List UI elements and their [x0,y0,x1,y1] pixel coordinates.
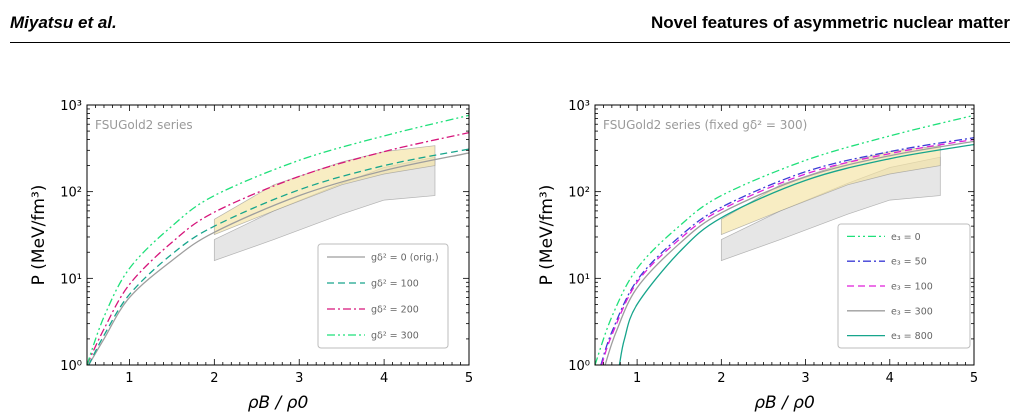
series-line-2 [601,138,974,365]
y-axis-label: P (MeV/fm³) [29,185,49,286]
x-axis-label: ρB / ρ0 [248,393,309,413]
y-tick-label: 10² [568,186,590,201]
series-line-1 [600,137,974,365]
x-axis-label: ρB / ρ0 [754,393,815,413]
legend-label: gδ² = 200 [371,305,419,316]
x-tick-label: 5 [465,371,473,386]
series-line-1 [88,148,469,365]
x-tick-label: 2 [717,371,725,386]
legend-label: e₃ = 100 [891,282,933,293]
legend-label: e₃ = 50 [891,257,927,268]
plot-area [87,114,469,365]
constraint-band-1 [720,145,941,236]
plot-frame [86,104,470,366]
series-line-4 [618,143,974,365]
header-rule [10,42,1010,43]
legend-label: e₃ = 0 [891,232,921,243]
chart-annotation: FSUGold2 series (fixed gδ² = 300) [603,118,807,132]
x-tick-label: 3 [295,371,303,386]
x-tick-label: 3 [801,371,809,386]
x-tick-label: 4 [380,371,388,386]
plot-area [595,114,974,365]
x-tick-label: 1 [125,371,133,386]
legend-box [317,243,449,349]
y-tick-label: 10¹ [568,272,590,287]
series-line-3 [87,114,469,365]
legend: e₃ = 0 e₃ = 50 e₃ = 100 e₃ = 300 e₃ = 800 [837,223,971,349]
y-tick-label: 10⁰ [60,359,82,374]
x-tick-label: 4 [886,371,894,386]
legend: gδ² = 0 (orig.) gδ² = 100 gδ² = 200 gδ² = 3… [317,243,449,349]
legend-box [837,223,971,349]
y-tick-label: 10³ [60,99,82,114]
chart-annotation: FSUGold2 series [95,118,193,132]
series-line-3 [604,140,974,365]
legend-label: gδ² = 0 (orig.) [371,253,439,264]
author-header: Miyatsu et al. [10,13,117,32]
legend-label: gδ² = 100 [371,279,419,290]
legend-label: gδ² = 300 [371,331,419,342]
plot-frame [594,104,975,366]
legend-label: e₃ = 300 [891,306,933,317]
y-axis-label: P (MeV/fm³) [537,185,557,286]
series-line-0 [88,152,469,365]
x-tick-label: 1 [633,371,641,386]
x-tick-label: 5 [970,371,978,386]
y-tick-label: 10¹ [60,272,82,287]
y-tick-label: 10⁰ [568,359,590,374]
legend-label: e₃ = 800 [891,331,933,342]
paper-title-header: Novel features of asymmetric nuclear mat… [650,13,1010,32]
x-tick-label: 2 [210,371,218,386]
y-tick-label: 10² [60,186,82,201]
y-tick-label: 10³ [568,99,590,114]
series-line-2 [87,131,469,365]
